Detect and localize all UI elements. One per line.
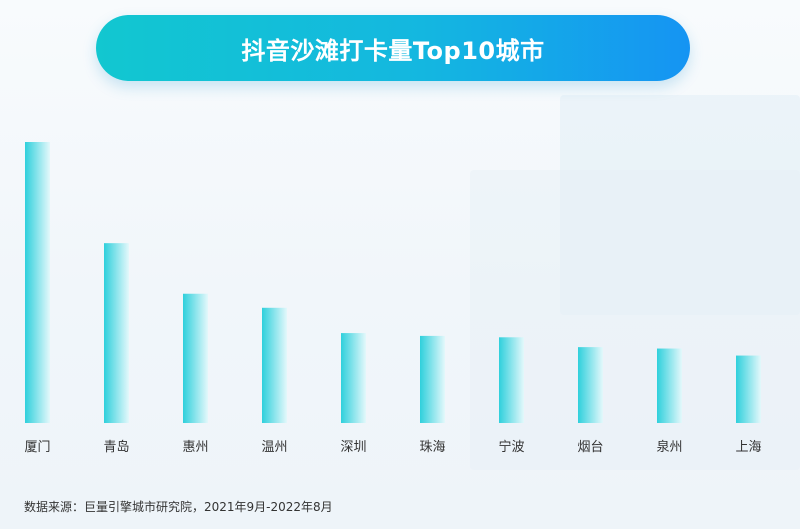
category-label: 烟台: [577, 440, 603, 455]
category-label: 惠州: [182, 440, 208, 455]
bar-烟台: [578, 347, 603, 423]
title-banner: 抖音沙滩打卡量Top10城市: [96, 15, 690, 81]
chart-title: 抖音沙滩打卡量Top10城市: [241, 36, 545, 65]
category-labels-group: 厦门 青岛 惠州 温州 深圳 珠海 宁波 烟台 泉州 上海: [24, 439, 761, 455]
category-label: 青岛: [103, 439, 129, 455]
bar-温州: [262, 307, 287, 423]
bar-青岛: [104, 243, 129, 423]
background-panel-right: [560, 95, 800, 315]
category-label: 上海: [735, 440, 761, 455]
bars-group: [25, 142, 761, 423]
bar-珠海: [420, 335, 445, 423]
category-label: 深圳: [340, 440, 366, 455]
category-label: 温州: [261, 440, 287, 455]
bar-惠州: [183, 293, 208, 423]
bar-泉州: [657, 348, 682, 423]
category-label: 厦门: [24, 440, 50, 455]
source-note: 数据来源：巨量引擎城市研究院，2021年9月-2022年8月: [24, 500, 333, 514]
category-label: 泉州: [656, 439, 682, 455]
bar-厦门: [25, 142, 50, 423]
bar-宁波: [499, 337, 524, 423]
bar-深圳: [341, 333, 366, 423]
category-label: 宁波: [498, 439, 524, 455]
category-label: 珠海: [419, 440, 445, 455]
bar-上海: [736, 355, 761, 423]
